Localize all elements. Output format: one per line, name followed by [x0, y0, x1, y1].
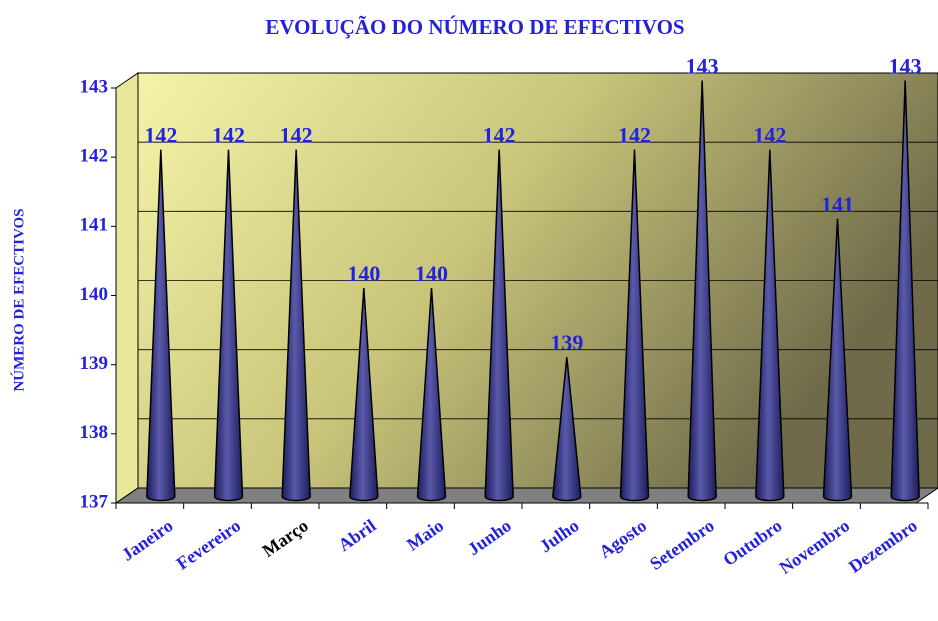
data-label: 140 [347, 261, 380, 286]
data-label: 143 [686, 54, 719, 79]
x-tick-label: Junho [464, 515, 515, 559]
x-tick-label: Janeiro [118, 515, 177, 564]
data-label: 142 [280, 123, 313, 148]
cone [281, 149, 311, 502]
y-axis-title: NÚMERO DE EFECTIVOS [10, 208, 27, 391]
x-tick-label: Fevereiro [173, 515, 245, 573]
y-tick-label: 143 [80, 76, 109, 97]
x-tick-label: Maio [403, 515, 447, 554]
cone [755, 149, 785, 502]
cone [619, 149, 650, 502]
x-tick-label: Abril [334, 515, 379, 555]
cone [213, 149, 244, 502]
y-tick-label: 140 [80, 284, 109, 305]
data-label: 142 [483, 123, 516, 148]
y-tick-label: 141 [80, 215, 109, 236]
y-tick-label: 137 [80, 491, 109, 512]
x-tick-label: Julho [536, 515, 583, 556]
data-label: 142 [144, 123, 177, 148]
y-tick-label: 142 [80, 146, 109, 167]
data-label: 142 [212, 123, 245, 148]
cone [890, 80, 920, 502]
y-tick-label: 138 [80, 422, 109, 443]
x-tick-label: Setembro [646, 515, 718, 574]
x-tick-label: Março [259, 515, 312, 561]
data-label: 141 [821, 192, 854, 217]
cone [146, 149, 176, 502]
chart-title: EVOLUÇÃO DO NÚMERO DE EFECTIVOS [265, 15, 684, 39]
data-label: 140 [415, 261, 448, 286]
x-tick-label: Dezembro [845, 515, 921, 576]
x-tick-label: Novembro [776, 515, 854, 578]
cone [349, 287, 379, 502]
data-label: 143 [889, 54, 922, 79]
x-tick-label: Agosto [595, 515, 650, 562]
cone [416, 287, 447, 502]
cone [552, 357, 582, 502]
data-label: 142 [753, 123, 786, 148]
y-tick-label: 139 [80, 353, 109, 374]
cone [687, 80, 717, 502]
cone [484, 149, 514, 502]
data-label: 139 [550, 330, 583, 355]
cone [822, 218, 853, 502]
data-label: 142 [618, 123, 651, 148]
side-wall [115, 72, 139, 504]
